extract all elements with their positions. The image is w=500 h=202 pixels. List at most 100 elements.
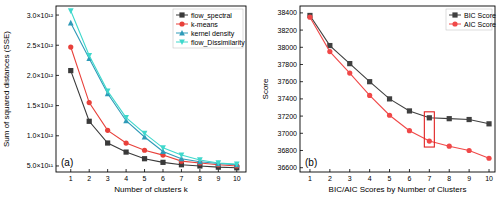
y-tick-label: 2.0×10¹² <box>27 72 54 79</box>
data-point <box>160 145 166 151</box>
legend-marker <box>452 12 457 17</box>
data-point <box>86 53 92 59</box>
y-tick <box>300 98 303 99</box>
legend-label: BIC Score <box>464 12 496 19</box>
y-axis-label: Sum of squared distances (SSE) <box>2 31 11 147</box>
data-point <box>68 8 74 14</box>
data-point <box>467 148 472 153</box>
data-point <box>105 89 111 95</box>
x-tick-label: 10 <box>233 175 241 182</box>
data-point <box>387 113 392 118</box>
data-point <box>142 148 147 153</box>
series-line <box>71 11 237 164</box>
data-point <box>427 115 432 120</box>
data-point <box>387 96 392 101</box>
data-point <box>123 140 128 145</box>
data-point <box>347 70 352 75</box>
data-point <box>68 44 73 49</box>
data-point <box>347 61 352 66</box>
legend-label: flow_Dissimilarity <box>191 39 245 47</box>
y-tick <box>300 133 303 134</box>
figure: 5.0×10¹¹ 1.0×10¹² 1.5×10¹² 2.0×10¹² 2.5×10¹²… <box>0 0 500 202</box>
data-point <box>123 115 129 121</box>
y-tick-label: 38000 <box>278 44 298 51</box>
x-tick-label: 3 <box>348 175 352 182</box>
legend-marker <box>179 39 185 45</box>
plot-frame <box>56 6 246 172</box>
x-tick-label: 1 <box>69 175 73 182</box>
legend: BIC Score AIC Score <box>446 9 496 30</box>
legend-label: AIC Score <box>464 21 496 28</box>
y-tick <box>300 30 303 31</box>
x-tick-label: 5 <box>388 175 392 182</box>
y-tick-label: 36800 <box>278 147 298 154</box>
y-tick <box>300 64 303 65</box>
x-tick-label: 5 <box>143 175 147 182</box>
plot-area <box>68 8 240 170</box>
y-tick-label: 38400 <box>278 9 298 16</box>
data-point <box>160 160 165 165</box>
y-tick <box>300 167 303 168</box>
data-point <box>367 93 372 98</box>
y-tick-label: 1.0×10¹² <box>27 132 54 139</box>
data-point <box>447 116 452 121</box>
y-tick <box>300 116 303 117</box>
data-point <box>68 68 73 73</box>
data-point <box>123 149 128 154</box>
y-tick-label: 37600 <box>278 78 298 85</box>
legend-label: k-means <box>191 21 218 28</box>
data-point <box>179 152 185 158</box>
series-line <box>310 17 489 158</box>
y-tick-label: 37400 <box>278 95 298 102</box>
x-tick-label: 6 <box>161 175 165 182</box>
series-line <box>71 47 237 166</box>
data-point <box>407 108 412 113</box>
chart-panel: 5.0×10¹¹ 1.0×10¹² 1.5×10¹² 2.0×10¹² 2.5×10¹²… <box>2 6 246 194</box>
x-tick-label: 1 <box>308 175 312 182</box>
legend: flow_spectralk-meanskernel densityflow_D… <box>173 9 245 48</box>
x-tick-label: 2 <box>87 175 91 182</box>
data-point <box>105 128 110 133</box>
data-point <box>467 117 472 122</box>
series-line <box>310 15 489 123</box>
y-axis-label: Score <box>261 78 270 99</box>
data-point <box>197 157 203 163</box>
data-point <box>142 131 148 137</box>
x-tick-label: 6 <box>407 175 411 182</box>
y-tick-label: 37000 <box>278 130 298 137</box>
panel-label: (a) <box>61 157 73 168</box>
x-tick-label: 8 <box>447 175 451 182</box>
y-tick-label: 1.5×10¹² <box>27 102 54 109</box>
x-tick-label: 2 <box>328 175 332 182</box>
data-point <box>407 128 412 133</box>
x-tick-label: 8 <box>198 175 202 182</box>
x-tick-label: 4 <box>368 175 372 182</box>
legend-marker <box>452 21 457 26</box>
legend-marker <box>179 12 184 17</box>
data-point <box>215 160 221 166</box>
x-tick-label: 7 <box>179 175 183 182</box>
y-tick-label: 38200 <box>278 27 298 34</box>
y-tick <box>300 47 303 48</box>
chart-panel: 3660036800370003720037400376003780038000… <box>261 6 496 194</box>
y-tick-label: 37200 <box>278 113 298 120</box>
highlight-box <box>424 112 434 147</box>
panel-label: (b) <box>305 157 317 168</box>
x-tick-label: 10 <box>485 175 493 182</box>
y-tick-label: 2.5×10¹² <box>27 42 54 49</box>
plot-area <box>307 13 491 161</box>
data-point <box>234 162 240 168</box>
data-point <box>142 156 147 161</box>
data-point <box>307 15 312 20</box>
y-tick <box>300 12 303 13</box>
legend-label: flow_spectral <box>191 12 232 20</box>
y-tick <box>300 81 303 82</box>
y-tick-label: 36600 <box>278 164 298 171</box>
y-tick-label: 3.0×10¹² <box>27 12 54 19</box>
data-point <box>105 140 110 145</box>
y-tick-label: 5.0×10¹¹ <box>27 162 54 169</box>
x-axis-label: Number of clusters k <box>114 185 188 194</box>
x-tick-label: 4 <box>124 175 128 182</box>
plot-frame <box>300 6 495 172</box>
x-tick-label: 9 <box>467 175 471 182</box>
